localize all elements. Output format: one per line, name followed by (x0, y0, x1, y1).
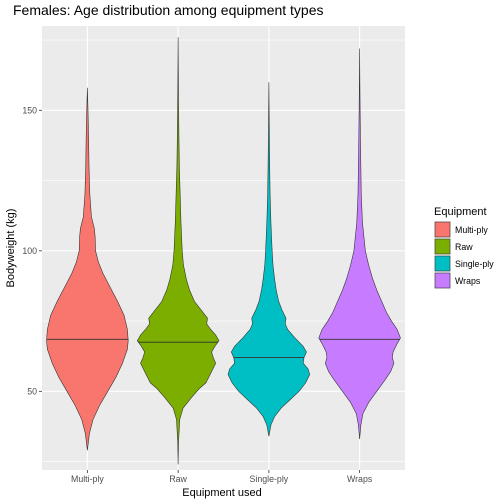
x-tick-label: Wraps (347, 474, 373, 484)
violin-single-ply (227, 82, 311, 437)
y-tick-label: 100 (22, 246, 37, 256)
x-axis: Multi-ply Raw Single-ply Wraps (71, 470, 373, 484)
legend-swatch-multi-ply (434, 221, 451, 238)
x-tick-label: Single-ply (250, 474, 289, 484)
x-tick-label: Multi-ply (71, 474, 104, 484)
y-axis: 50 100 150 (22, 105, 42, 396)
chart-title: Females: Age distribution among equipmen… (13, 2, 324, 18)
legend-swatch-wraps (434, 272, 451, 289)
legend-label: Wraps (455, 276, 481, 286)
legend: Equipment Multi-ply Raw Single-ply Wraps (434, 206, 494, 289)
legend-swatch-raw (434, 238, 451, 255)
legend-label: Multi-ply (455, 225, 488, 235)
legend-label: Raw (455, 242, 473, 252)
violin-raw (136, 37, 220, 465)
violins (46, 37, 401, 465)
y-tick-label: 50 (27, 386, 37, 396)
violin-wraps (318, 48, 401, 440)
legend-title: Equipment (434, 206, 487, 218)
x-tick-label: Raw (169, 474, 187, 484)
y-tick-label: 150 (22, 105, 37, 115)
y-axis-title: Bodyweight (kg) (5, 209, 17, 288)
violin-multi-ply (46, 87, 129, 451)
legend-swatch-single-ply (434, 255, 451, 272)
legend-label: Single-ply (455, 259, 494, 269)
x-axis-title: Equipment used (182, 487, 262, 499)
